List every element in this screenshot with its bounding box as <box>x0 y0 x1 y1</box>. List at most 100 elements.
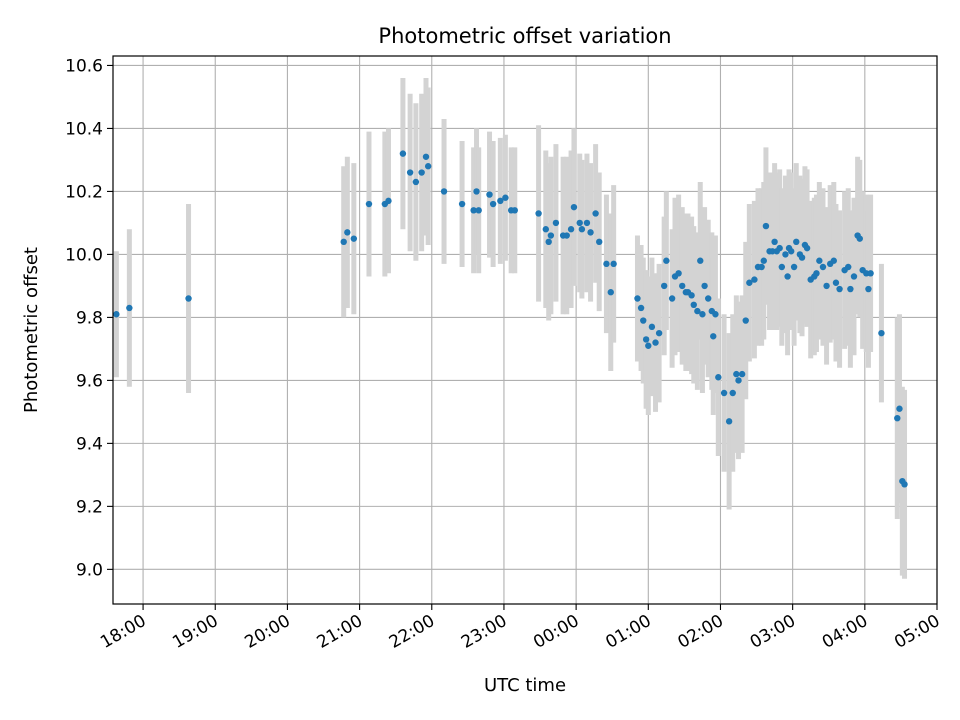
data-point <box>399 150 407 157</box>
data-point <box>418 169 425 176</box>
data-point <box>720 389 728 397</box>
data-point <box>690 301 697 309</box>
y-axis-ticks: 9.0 9.2 9.4 9.6 9.8 10.0 10.2 10.4 10.6 <box>65 56 113 580</box>
data-point <box>778 263 786 271</box>
data-point <box>406 169 414 176</box>
data-point <box>610 260 617 268</box>
data-point <box>705 295 712 302</box>
data-point <box>570 203 578 211</box>
data-point <box>652 339 659 346</box>
data-point <box>424 163 432 170</box>
data-point <box>126 304 133 312</box>
y-tick-label: 9.4 <box>76 434 103 454</box>
data-point <box>746 279 753 286</box>
data-point <box>648 323 656 331</box>
data-point <box>896 405 903 412</box>
data-point <box>113 311 120 318</box>
data-point <box>751 276 758 283</box>
y-tick-label: 10.4 <box>65 119 103 139</box>
data-point <box>715 374 722 381</box>
data-point <box>856 235 863 242</box>
data-point <box>712 311 719 318</box>
data-point <box>542 226 550 233</box>
data-point <box>735 377 742 384</box>
data-point <box>344 229 351 236</box>
data-point <box>511 207 518 214</box>
data-point <box>894 414 901 422</box>
y-tick-label: 9.0 <box>76 560 103 580</box>
data-point <box>760 257 767 264</box>
data-points <box>113 150 908 488</box>
data-point <box>592 210 599 217</box>
data-point <box>576 219 583 227</box>
data-point <box>725 418 733 425</box>
data-point <box>552 219 560 227</box>
data-point <box>738 370 746 378</box>
data-point <box>489 200 497 208</box>
data-point <box>771 238 778 246</box>
data-point <box>776 244 783 252</box>
data-point <box>742 317 749 324</box>
data-point <box>385 197 392 205</box>
data-point <box>823 282 830 290</box>
data-point <box>563 232 570 239</box>
y-tick-label: 9.8 <box>76 308 103 328</box>
data-point <box>642 336 650 343</box>
data-point <box>637 304 645 312</box>
data-point <box>819 263 827 271</box>
data-point <box>865 285 872 293</box>
data-point <box>701 282 708 290</box>
data-point <box>758 263 765 271</box>
data-point <box>458 200 466 208</box>
data-point <box>762 222 770 230</box>
data-point <box>816 257 823 264</box>
data-point <box>547 232 555 239</box>
data-point <box>729 389 736 397</box>
data-point <box>603 260 610 268</box>
data-point <box>679 282 686 290</box>
data-point <box>788 248 795 255</box>
data-point <box>545 238 552 246</box>
y-tick-label: 10.0 <box>65 245 103 265</box>
data-point <box>830 257 837 264</box>
data-point <box>422 153 430 160</box>
data-point <box>596 238 603 246</box>
y-tick-label: 9.6 <box>76 371 103 391</box>
data-point <box>836 285 843 293</box>
data-point <box>790 263 798 271</box>
data-point <box>660 282 668 290</box>
data-point <box>535 210 542 217</box>
data-point <box>645 342 652 349</box>
data-point <box>412 178 420 186</box>
data-point <box>850 273 858 280</box>
data-point <box>663 257 670 264</box>
data-point <box>675 270 682 277</box>
data-point <box>803 244 811 252</box>
data-point <box>185 295 192 302</box>
x-axis-label: UTC time <box>484 675 566 696</box>
data-point <box>793 238 800 246</box>
data-point <box>813 270 820 277</box>
data-point <box>798 254 806 261</box>
data-point <box>567 226 575 233</box>
data-point <box>847 285 854 293</box>
data-point <box>832 279 840 286</box>
data-point <box>878 329 885 337</box>
y-tick-label: 10.6 <box>65 56 103 76</box>
data-point <box>583 219 591 227</box>
data-point <box>440 188 448 195</box>
y-axis-label: Photometric offset <box>21 247 42 413</box>
data-point <box>350 235 358 242</box>
data-point <box>502 194 509 201</box>
y-tick-label: 10.2 <box>65 182 103 202</box>
data-point <box>710 333 717 340</box>
data-point <box>365 200 373 208</box>
data-point <box>867 270 874 277</box>
data-point <box>697 257 704 264</box>
data-point <box>607 289 614 296</box>
data-point <box>340 238 347 246</box>
data-point <box>634 295 641 302</box>
data-point <box>694 307 701 315</box>
chart-title: Photometric offset variation <box>378 24 671 48</box>
